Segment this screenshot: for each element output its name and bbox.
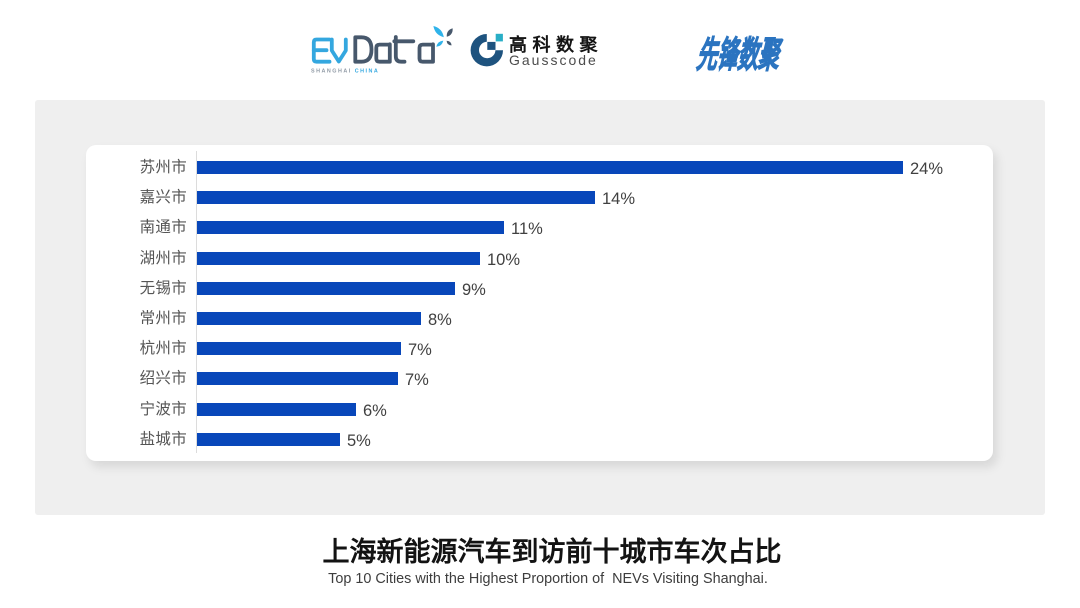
svg-text:SHANGHAI CHINA: SHANGHAI CHINA <box>311 69 379 75</box>
